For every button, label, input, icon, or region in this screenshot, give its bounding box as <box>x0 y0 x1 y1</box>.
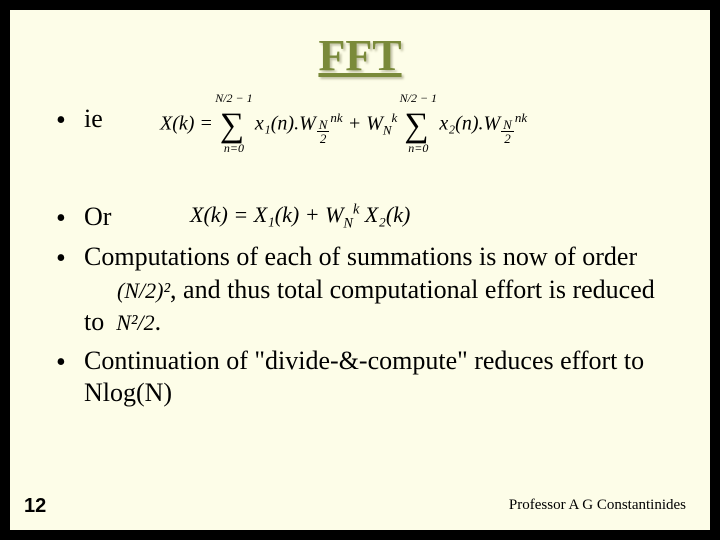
footer-text: Professor A G Constantinides <box>509 497 686 514</box>
or-wsub: N <box>343 215 353 231</box>
bullet-ie-label: ie <box>84 104 103 133</box>
formula-or: X(k) = X₁(k) + WNk X₂(k) <box>190 201 410 233</box>
slide-title: FFT <box>50 30 670 81</box>
w2-sup: nk <box>515 110 527 125</box>
w2: W <box>483 113 500 135</box>
inline-expr-1: (N/2)² <box>84 278 170 303</box>
sigma-1: N/2 − 1 ∑ n=0 <box>220 95 248 155</box>
sigma-2-top: N/2 − 1 <box>388 91 448 106</box>
or-w: W <box>325 202 343 227</box>
sum2-body: x₂(n). <box>439 113 483 135</box>
sigma-1-bot: n=0 <box>214 141 254 156</box>
w1-sup: nk <box>330 110 342 125</box>
w1: W <box>299 113 316 135</box>
inline-expr-2: N²/2 <box>111 310 155 335</box>
or-text1: X(k) = X₁(k) + <box>190 202 325 227</box>
comp-part1: Computations of each of summations is no… <box>84 242 637 271</box>
bullet-or: Or X(k) = X₁(k) + WNk X₂(k) <box>50 201 670 235</box>
wmid-sup: k <box>392 110 398 125</box>
wmid: W <box>366 113 383 135</box>
sigma-2: N/2 − 1 ∑ n=0 <box>404 95 432 155</box>
sigma-2-bot: n=0 <box>398 141 438 156</box>
wmid-sub: N <box>383 123 392 138</box>
bullet-list: ie X(k) = N/2 − 1 ∑ n=0 x₁(n).WN2nk + WN… <box>50 103 670 410</box>
formula-lhs: X(k) = <box>160 113 213 135</box>
slide: FFT ie X(k) = N/2 − 1 ∑ n=0 x₁(n).WN2nk … <box>10 10 710 530</box>
cont-text: Continuation of "divide-&-compute" reduc… <box>84 346 644 408</box>
formula-ie: X(k) = N/2 − 1 ∑ n=0 x₁(n).WN2nk + WNk N… <box>160 95 527 155</box>
bullet-ie: ie X(k) = N/2 − 1 ∑ n=0 x₁(n).WN2nk + WN… <box>50 103 670 195</box>
comp-mid: , and thus total computational effort is… <box>84 275 655 337</box>
bullet-computations: Computations of each of summations is no… <box>50 241 670 339</box>
page-number: 12 <box>24 495 46 518</box>
plus: + <box>348 113 367 135</box>
bullet-continuation: Continuation of "divide-&-compute" reduc… <box>50 345 670 410</box>
or-text2: X₂(k) <box>359 202 410 227</box>
sum1-body: x₁(n). <box>255 113 299 135</box>
sigma-1-top: N/2 − 1 <box>204 91 264 106</box>
bullet-or-label: Or <box>84 202 111 231</box>
